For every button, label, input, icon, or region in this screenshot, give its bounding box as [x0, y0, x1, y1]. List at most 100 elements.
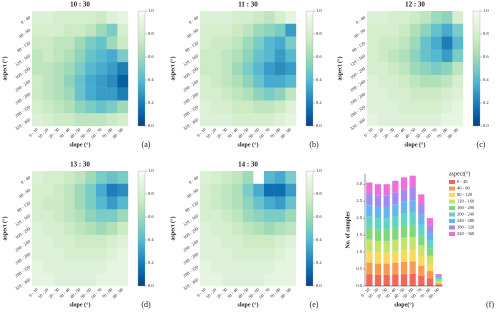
heatmap-cell: [106, 49, 118, 63]
heatmap-cell: [64, 36, 75, 50]
heatmap-cell: [274, 222, 286, 236]
heatmap-cell: [74, 209, 86, 223]
bar-segment: [426, 218, 434, 226]
colorbar-tick-label: 0.8: [316, 191, 322, 196]
bar-segment: [400, 225, 408, 238]
heatmap-cell: [85, 222, 97, 236]
heatmap-cell: [253, 222, 265, 236]
heatmap-cell: [200, 222, 211, 236]
heatmap-cell: [74, 113, 86, 127]
heatmap-cell: [242, 183, 254, 197]
heatmap-cell: [106, 183, 118, 197]
heatmap-cell: [274, 74, 286, 88]
y-tick-label: 120 - 160: [349, 53, 367, 67]
heatmap-cell: [64, 196, 75, 210]
heatmap-cell: [420, 113, 432, 127]
heatmap-cell: [399, 36, 410, 50]
heatmap-cell: [53, 260, 65, 274]
x-tick-label: 0 - 10: [28, 126, 39, 137]
heatmap-cell: [200, 87, 211, 101]
bar-segment: [392, 180, 399, 193]
heatmap-cell: [117, 113, 129, 127]
heatmap-cell: [64, 234, 75, 248]
heatmap-cell: [264, 183, 275, 197]
colorbar-tick-label: 0.8: [148, 31, 154, 36]
colorbar-tick-label: 0.0: [148, 283, 154, 288]
y-tick-label: 280 - 320: [14, 104, 32, 118]
heatmap-cell: [409, 11, 421, 24]
bar-segment: [374, 206, 382, 219]
heatmap-cell: [388, 49, 400, 63]
heatmap-cell: [210, 87, 222, 101]
heatmap-cell: [388, 113, 400, 127]
bar-segment: [374, 274, 382, 286]
y-tick-label: 0 - 40: [188, 175, 200, 186]
heatmap-cell: [32, 100, 43, 114]
heatmap-cell: [74, 100, 86, 114]
heatmap-cell: [221, 36, 233, 50]
x-tick-label: 0 - 10: [196, 126, 207, 137]
heatmap-cell: [64, 11, 75, 24]
heatmap-cell: [42, 113, 54, 127]
heatmap-cell: [253, 36, 265, 50]
y-tick-label: 40 - 80: [186, 187, 200, 199]
heatmap-cell: [232, 62, 243, 76]
heatmap-cell: [74, 11, 86, 24]
colorbar-tick-label: 0.0: [483, 123, 489, 128]
y-tick-label: 40 - 80: [353, 27, 367, 39]
y-axis-label: aspect (°): [1, 57, 8, 81]
legend-swatch: [449, 219, 455, 223]
heatmap-cell: [367, 11, 378, 24]
heatmap-cell: [264, 23, 275, 37]
colorbar-tick-label: 0.2: [148, 100, 154, 105]
legend-swatch: [449, 225, 455, 230]
heatmap-cell: [242, 234, 254, 248]
heatmap-cell: [210, 36, 222, 50]
heatmap-cell: [221, 87, 233, 101]
heatmap-cell: [64, 74, 75, 88]
heatmap-cell: [431, 49, 442, 63]
heatmap-cell: [285, 87, 297, 101]
heatmap-cell: [200, 183, 211, 197]
heatmap-cell: [264, 209, 275, 223]
colorbar-tick-label: 0.4: [148, 237, 154, 242]
heatmap-cell: [377, 11, 389, 24]
heatmap-cell: [210, 273, 222, 287]
heatmap-cell: [117, 74, 129, 88]
heatmap-cell: [420, 36, 432, 50]
bar-segment: [400, 261, 408, 275]
heatmap-cell: [117, 209, 129, 223]
y-tick-label: 240 - 280: [349, 91, 367, 105]
heatmap-cell: [53, 36, 65, 50]
heatmap-cell: [74, 36, 86, 50]
heatmap-cell: [399, 113, 410, 127]
y-tick-label: 120 - 160: [14, 53, 32, 67]
heatmap-cell: [274, 11, 286, 24]
heatmap-cell: [53, 23, 65, 37]
heatmap-cell: [420, 49, 432, 63]
heatmap-cell: [409, 100, 421, 114]
heatmap-cell: [200, 74, 211, 88]
heatmap-cell: [53, 273, 65, 287]
colorbar-tick-label: 1.0: [316, 168, 322, 173]
y-axis-label: aspect (°): [169, 57, 176, 81]
bar-segment: [435, 284, 442, 286]
panel-label: (e): [310, 300, 319, 309]
y-tick-label: 200 - 240: [349, 78, 367, 92]
bar-segment: [366, 194, 373, 206]
heatmap-cell: [264, 100, 275, 114]
heatmap-cell: [367, 74, 378, 88]
legend-swatch: [449, 186, 455, 191]
heatmap-cell: [441, 87, 453, 101]
heatmap-cell: [232, 183, 243, 197]
heatmap-cell: [264, 11, 275, 24]
x-axis-label: slope (°): [405, 141, 426, 148]
heatmap-cell: [117, 36, 129, 50]
bar-segment: [400, 213, 408, 226]
heatmap-cell: [74, 196, 86, 210]
heatmap-cell: [431, 36, 442, 50]
heatmap-cell: [32, 247, 43, 261]
heatmap-cell: [85, 183, 97, 197]
heatmap-cell: [409, 36, 421, 50]
heatmap-cell: [210, 209, 222, 223]
